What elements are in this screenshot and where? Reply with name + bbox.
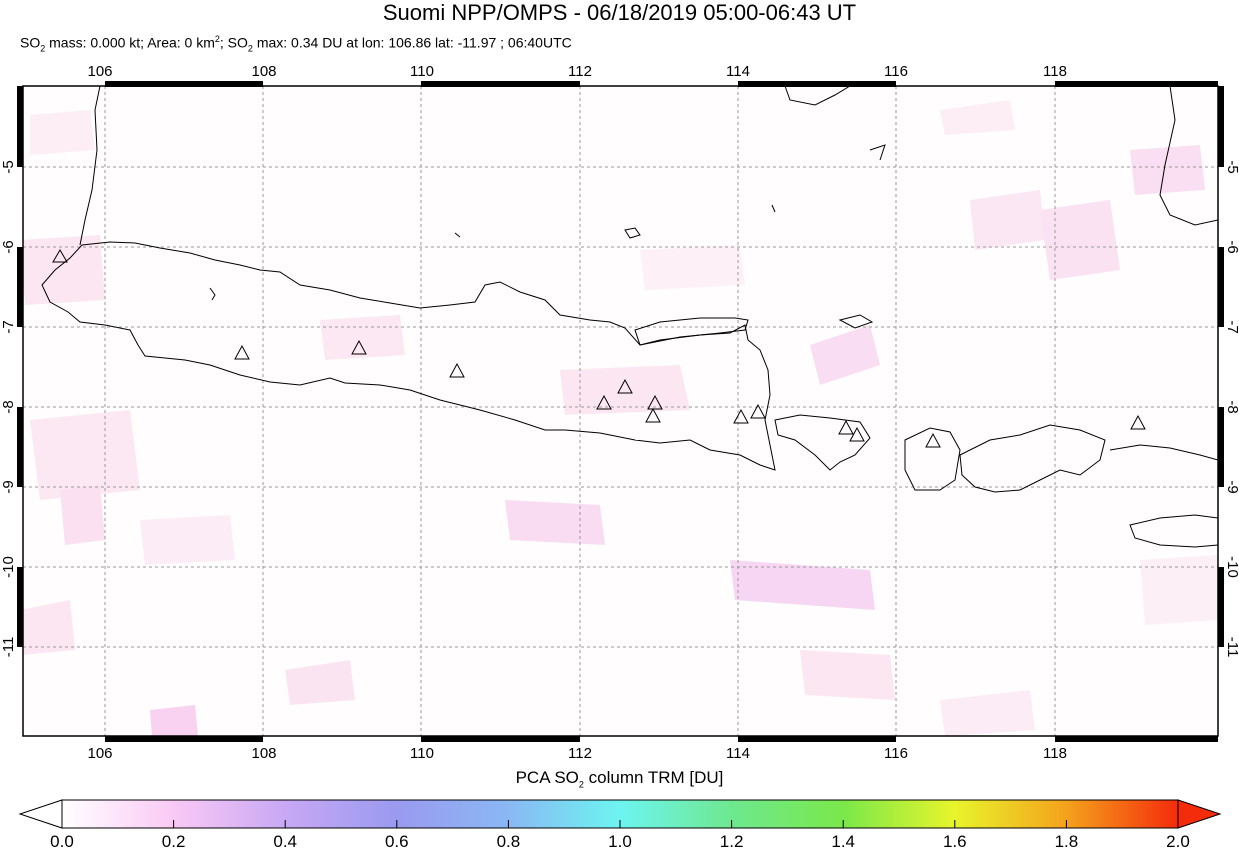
lon-label-top: 110 <box>410 63 434 80</box>
colorbar-max-arrow <box>1177 799 1222 829</box>
triangle-icon <box>351 339 367 355</box>
triangle-icon <box>234 344 250 360</box>
colorbar-tick-label: 0.2 <box>161 832 186 851</box>
coastlines <box>41 86 1218 548</box>
so2-sub: 2 <box>40 43 46 54</box>
mass-text: mass: 0.000 kt; Area: 0 km <box>45 34 215 51</box>
lat-label-right: -11 <box>1224 637 1239 658</box>
lat-label-right: -6 <box>1224 240 1239 253</box>
colorbar-tick-label: 1.2 <box>719 832 744 851</box>
lon-label-top: 112 <box>568 63 592 80</box>
lat-label-right: -10 <box>1224 556 1239 578</box>
lon-label-bottom: 112 <box>568 745 592 762</box>
colorbar-tick-label: 1.0 <box>608 832 632 851</box>
sumbawa-coast <box>959 424 1106 493</box>
bawean-coast <box>624 227 641 239</box>
so2-label: SO <box>20 34 41 51</box>
lat-label-left: -5 <box>0 160 17 173</box>
so2-pixels <box>23 100 1218 736</box>
lon-label-bottom: 106 <box>87 745 112 762</box>
triangle-icon <box>733 408 749 424</box>
map-title: Suomi NPP/OMPS - 06/18/2019 05:00-06:43 … <box>382 0 857 25</box>
triangle-icon <box>750 403 766 419</box>
colorbar <box>18 799 1222 829</box>
lon-label-top: 114 <box>726 63 750 80</box>
borneo-coast <box>784 86 851 106</box>
volcano-markers <box>52 249 1146 448</box>
map-subtitle: SO2 mass: 0.000 kt; Area: 0 km2; SO2 max… <box>20 34 572 53</box>
colorbar-title-sub: 2 <box>578 779 584 790</box>
sep-text: ; SO <box>219 34 248 51</box>
lat-label-left: -8 <box>0 400 17 413</box>
sulawesi-coast <box>1159 86 1218 226</box>
colorbar-tick-label: 0.8 <box>496 832 521 851</box>
graticule <box>23 86 1218 736</box>
max-text: max: 0.34 DU at lon: 106.86 lat: -11.97 … <box>252 34 572 51</box>
area-sup: 2 <box>214 34 220 44</box>
lon-labels: 106 108 110 112 114 116 118 106 108 110 … <box>87 63 1066 762</box>
lat-label-left: -10 <box>0 556 17 578</box>
lombok-coast <box>904 427 961 491</box>
lat-label-left: -11 <box>0 637 17 658</box>
lat-label-right: -5 <box>1224 160 1239 173</box>
madura-coast <box>634 317 749 346</box>
colorbar-title: PCA SO2 column TRM [DU] <box>0 768 1239 789</box>
lon-label-bottom: 116 <box>884 745 908 762</box>
triangle-icon <box>838 419 854 435</box>
so2-sub-2: 2 <box>247 43 253 54</box>
sumatra-coast <box>79 86 101 246</box>
lon-label-bottom: 110 <box>410 745 434 762</box>
lon-label-bottom: 114 <box>726 745 750 762</box>
triangle-icon <box>52 249 68 263</box>
lat-label-left: -6 <box>0 240 17 253</box>
bali-coast <box>774 414 871 471</box>
colorbar-tick-label: 1.4 <box>831 832 856 851</box>
colorbar-title-suffix: column TRM [DU] <box>583 768 724 787</box>
colorbar-tick-label: 1.6 <box>942 832 967 851</box>
lat-label-left: -7 <box>0 320 17 333</box>
triangle-icon <box>647 394 663 410</box>
triangle-icon <box>849 426 865 442</box>
triangle-icon <box>596 394 612 410</box>
lat-label-right: -9 <box>1224 480 1239 493</box>
lon-label-top: 108 <box>251 63 276 80</box>
lon-label-bottom: 108 <box>251 745 276 762</box>
colorbar-title-prefix: PCA SO <box>515 768 579 787</box>
triangle-icon <box>449 362 465 378</box>
colorbar-tick-label: 0.6 <box>384 832 409 851</box>
lon-label-top: 116 <box>884 63 908 80</box>
lat-labels: -5 -6 -7 -8 -9 -10 -11 -5 -6 -7 -8 -9 -1… <box>0 160 1239 657</box>
lon-label-top: 118 <box>1043 63 1067 80</box>
colorbar-tick-label: 1.8 <box>1054 832 1079 851</box>
sumba-coast <box>1129 514 1218 548</box>
triangle-icon <box>617 378 633 394</box>
lat-border-bars <box>17 86 1224 647</box>
triangle-icon <box>925 432 941 448</box>
lat-label-right: -7 <box>1224 320 1239 333</box>
kangean-coast <box>838 314 874 329</box>
triangle-icon <box>645 407 661 423</box>
lon-label-top: 106 <box>87 63 112 80</box>
colorbar-tick-label: 2.0 <box>1166 832 1190 851</box>
flores-coast <box>1109 444 1218 461</box>
colorbar-min-arrow <box>18 799 63 829</box>
lon-border-bars <box>105 81 1218 742</box>
colorbar-ticks <box>61 800 1179 828</box>
java-coast <box>41 241 776 471</box>
colorbar-tick-label: 0.0 <box>50 832 74 851</box>
lon-label-bottom: 118 <box>1043 745 1067 762</box>
lat-label-left: -9 <box>0 480 17 493</box>
colorbar-tick-label: 0.4 <box>273 832 298 851</box>
lat-label-right: -8 <box>1224 400 1239 413</box>
triangle-icon <box>1130 414 1146 430</box>
